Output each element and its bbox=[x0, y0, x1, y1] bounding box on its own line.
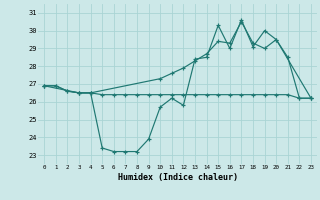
X-axis label: Humidex (Indice chaleur): Humidex (Indice chaleur) bbox=[118, 173, 238, 182]
